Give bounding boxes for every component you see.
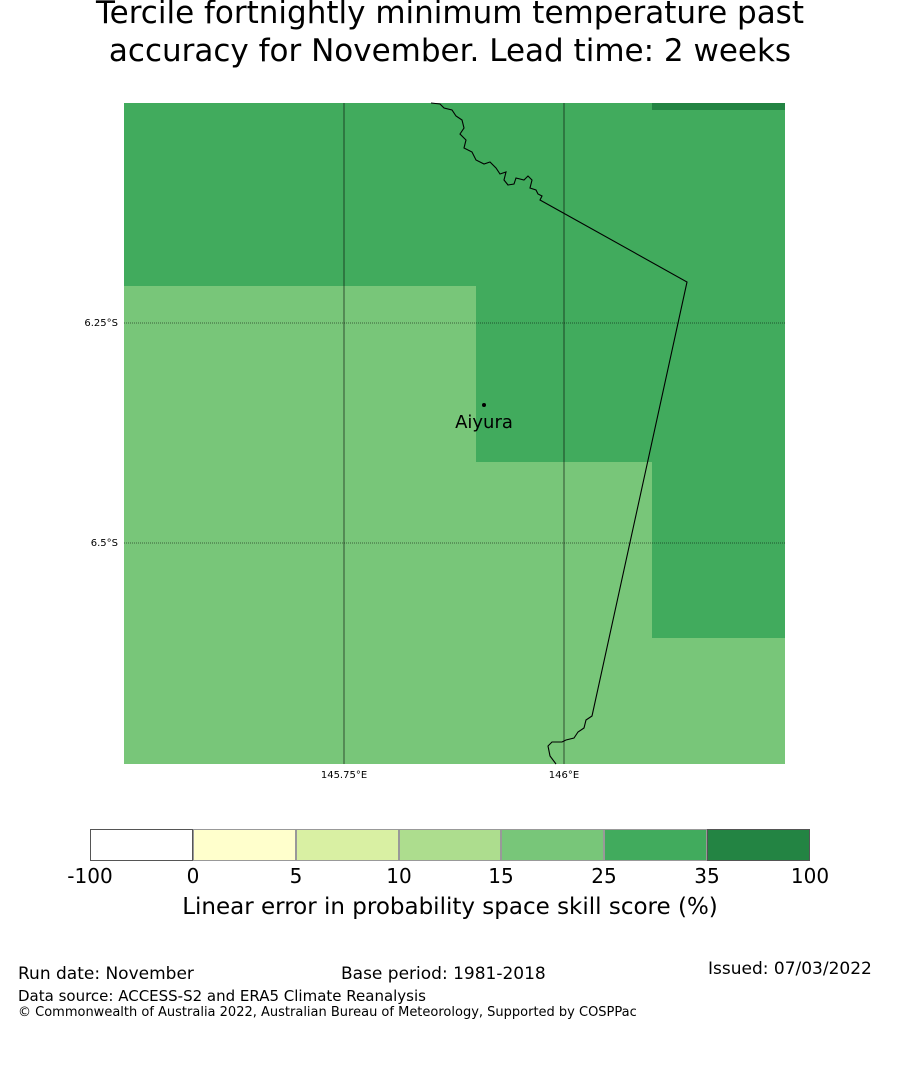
base-period: Base period: 1981-2018 (341, 964, 546, 984)
colorbar-swatch-5-10 (296, 829, 399, 861)
skill-map: Aiyura 6.25°S 6.5°S 145.75°E 146°E (84, 102, 785, 781)
issued-date: Issued: 07/03/2022 (708, 959, 872, 979)
map-panel (124, 103, 785, 764)
colorbar-swatch-0-5 (193, 829, 296, 861)
colorbar-tick-label: 100 (790, 864, 830, 888)
colorbar-label: Linear error in probability space skill … (182, 894, 718, 920)
lat-label-6-5: 6.5°S (91, 538, 118, 549)
copyright: © Commonwealth of Australia 2022, Austra… (18, 1005, 637, 1020)
colorbar-swatch-15-25 (501, 829, 604, 861)
run-date: Run date: November (18, 964, 194, 984)
colorbar-tick-label: 15 (488, 864, 514, 888)
coastline (430, 102, 688, 765)
map-title: Tercile fortnightly minimum temperature … (0, 0, 900, 70)
title-line-2: accuracy for November. Lead time: 2 week… (108, 33, 792, 69)
colorbar-tick-label: 0 (186, 864, 200, 888)
colorbar-tick-label: 35 (694, 864, 720, 888)
colorbar-swatch-10-15 (399, 829, 501, 861)
colorbar-tick-label: 5 (289, 864, 303, 888)
colorbar-swatch-25-35 (604, 829, 707, 861)
lon-label-146: 146°E (549, 770, 579, 781)
colorbar (90, 829, 810, 861)
lon-label-145-75: 145.75°E (321, 770, 367, 781)
skill-cell-25-35-east (652, 103, 785, 638)
colorbar-tick-label: 25 (591, 864, 617, 888)
data-source: Data source: ACCESS-S2 and ERA5 Climate … (18, 987, 426, 1005)
colorbar-tick-label: 10 (386, 864, 412, 888)
skill-cell-25-35-north (124, 103, 476, 286)
colorbar-swatch-neg100-0 (90, 829, 193, 861)
lat-label-6-25: 6.25°S (84, 318, 118, 329)
place-label: Aiyura (455, 412, 513, 433)
skill-cell-35-100 (652, 103, 785, 110)
place-marker (482, 403, 486, 407)
colorbar-swatch-35-100 (707, 829, 810, 861)
colorbar-tick-label: -100 (67, 864, 113, 888)
title-line-1: Tercile fortnightly minimum temperature … (96, 0, 804, 31)
